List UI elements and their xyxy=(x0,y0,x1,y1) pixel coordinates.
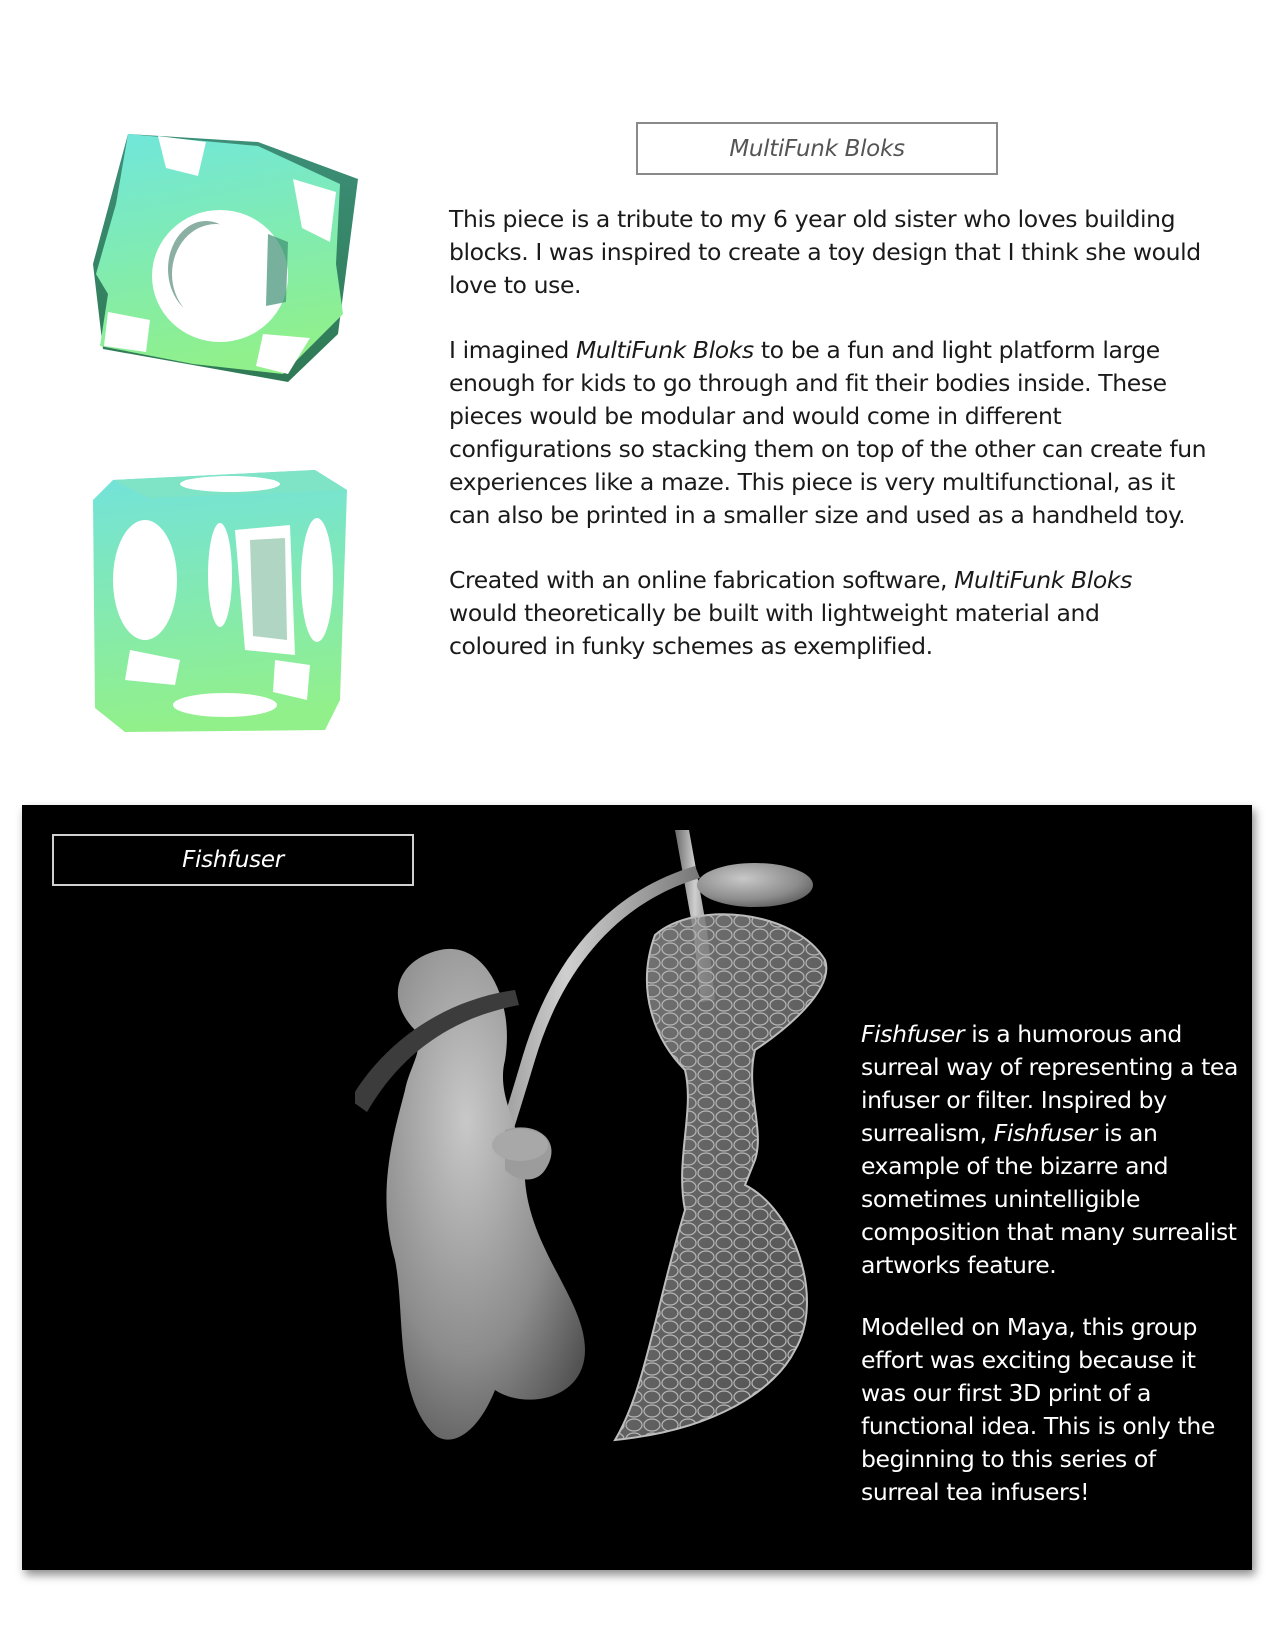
text-fragment: is an xyxy=(1096,1119,1158,1147)
fishfuser-description-paragraph: Fishfuser is a humorous and surreal way … xyxy=(861,1018,1238,1282)
multifunk-intro-paragraph: This piece is a tribute to my 6 year old… xyxy=(449,203,1201,302)
multifunk-intro-line: This piece is a tribute to my 6 year old… xyxy=(449,205,1176,233)
product-name-emphasis: MultiFunk Bloks xyxy=(576,336,754,364)
text-fragment: surrealism, xyxy=(861,1119,994,1147)
multifunk-fabrication-line: coloured in funky schemes as exemplified… xyxy=(449,632,933,660)
fishfuser-description-line: example of the bizarre and xyxy=(861,1152,1169,1180)
fishfuser-description-line: Fishfuser is a humorous and xyxy=(861,1018,1238,1051)
fishfuser-description-line: surrealism, Fishfuser is an xyxy=(861,1117,1238,1150)
fishfuser-production-line: effort was exciting because it xyxy=(861,1346,1196,1374)
multifunk-description-paragraph: I imagined MultiFunk Bloks to be a fun a… xyxy=(449,334,1207,532)
fishfuser-description-line: surreal way of representing a tea xyxy=(861,1053,1238,1081)
fishfuser-render xyxy=(355,830,828,1442)
product-name-emphasis: Fishfuser xyxy=(861,1020,965,1048)
multifunk-cube-render-2 xyxy=(93,470,347,732)
multifunk-description-line: enough for kids to go through and fit th… xyxy=(449,369,1167,397)
fishfuser-production-line: Modelled on Maya, this group xyxy=(861,1313,1197,1341)
fishfuser-production-paragraph: Modelled on Maya, this group effort was … xyxy=(861,1311,1215,1509)
multifunk-intro-line: love to use. xyxy=(449,271,582,299)
multifunk-fabrication-line: Created with an online fabrication softw… xyxy=(449,564,1132,597)
multifunk-fabrication-paragraph: Created with an online fabrication softw… xyxy=(449,564,1132,663)
fishfuser-production-line: was our first 3D print of a xyxy=(861,1379,1152,1407)
text-fragment: I imagined xyxy=(449,336,577,364)
text-fragment: is a humorous and xyxy=(964,1020,1182,1048)
fishfuser-title: Fishfuser xyxy=(52,834,414,886)
fishfuser-description-line: artworks feature. xyxy=(861,1251,1057,1279)
multifunk-description-line: can also be printed in a smaller size an… xyxy=(449,501,1186,529)
fishfuser-production-line: beginning to this series of xyxy=(861,1445,1156,1473)
fishfuser-description-line: composition that many surrealist xyxy=(861,1218,1237,1246)
fishfuser-description-line: infuser or filter. Inspired by xyxy=(861,1086,1167,1114)
multifunk-description-line: experiences like a maze. This piece is v… xyxy=(449,468,1175,496)
multifunk-cube-render-1 xyxy=(93,134,358,382)
fishfuser-production-line: surreal tea infusers! xyxy=(861,1478,1090,1506)
multifunk-description-line: pieces would be modular and would come i… xyxy=(449,402,1062,430)
multifunk-description-line: I imagined MultiFunk Bloks to be a fun a… xyxy=(449,334,1206,367)
fishfuser-description-line: sometimes unintelligible xyxy=(861,1185,1140,1213)
multifunk-description-line: configurations so stacking them on top o… xyxy=(449,435,1207,463)
multifunk-title: MultiFunk Bloks xyxy=(636,122,998,175)
text-fragment: to be a fun and light platform large xyxy=(753,336,1160,364)
multifunk-intro-line: blocks. I was inspired to create a toy d… xyxy=(449,238,1201,266)
product-name-emphasis: Fishfuser xyxy=(993,1119,1098,1147)
multifunk-fabrication-line: would theoretically be built with lightw… xyxy=(449,599,1100,627)
fishfuser-panel xyxy=(22,805,1252,1570)
product-name-emphasis: MultiFunk Bloks xyxy=(954,566,1132,594)
text-fragment: Created with an online fabrication softw… xyxy=(449,566,955,594)
fishfuser-production-line: functional idea. This is only the xyxy=(861,1412,1215,1440)
